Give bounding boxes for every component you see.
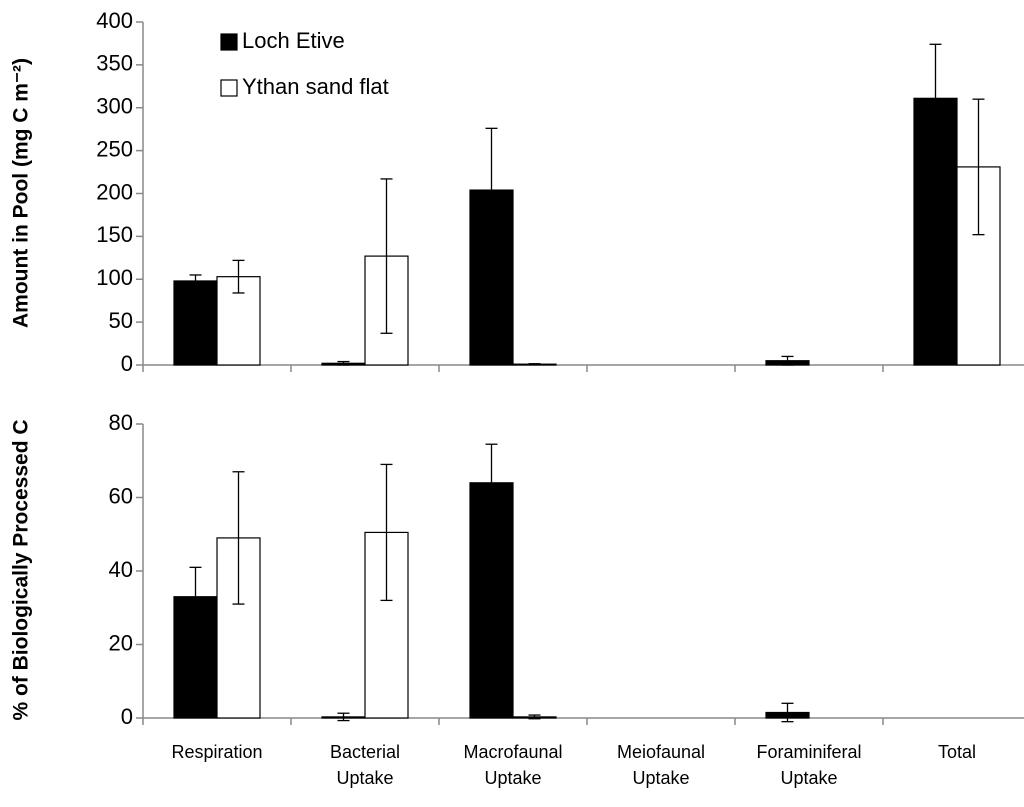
y-tick-label: 250 xyxy=(96,136,133,161)
error-bar xyxy=(337,712,350,722)
y-tick-label: 50 xyxy=(109,308,133,333)
y-tick-label: 20 xyxy=(109,630,133,655)
y-tick-label: 40 xyxy=(109,557,133,582)
error-bar xyxy=(929,43,942,153)
x-tick-label: Foraminiferal Uptake xyxy=(756,742,861,788)
y-tick-label: 0 xyxy=(121,351,133,376)
error-bar xyxy=(232,259,245,294)
y-tick-label: 0 xyxy=(121,704,133,729)
error-bar xyxy=(972,98,985,236)
error-bar xyxy=(485,443,498,523)
y-tick-label: 200 xyxy=(96,179,133,204)
y-axis-title: % of Biologically Processed C xyxy=(10,419,33,720)
legend-swatch xyxy=(220,79,238,97)
bar xyxy=(469,189,514,366)
error-bar xyxy=(189,274,202,288)
x-tick-label: Bacterial Uptake xyxy=(330,742,400,788)
legend-label: Ythan sand flat xyxy=(242,74,389,99)
y-tick-label: 80 xyxy=(109,410,133,435)
y-tick-label: 150 xyxy=(96,222,133,247)
y-tick-label: 60 xyxy=(109,483,133,508)
y-axis-title: Amount in Pool (mg C m⁻²) xyxy=(10,58,33,328)
error-bar xyxy=(189,566,202,627)
error-bar xyxy=(781,702,794,723)
bar xyxy=(173,280,218,366)
y-tick-label: 300 xyxy=(96,94,133,119)
error-bar xyxy=(528,363,541,366)
error-bar xyxy=(337,360,350,366)
error-bar xyxy=(528,714,541,720)
y-tick-label: 400 xyxy=(96,8,133,33)
y-tick-label: 100 xyxy=(96,265,133,290)
x-tick-label: Respiration xyxy=(171,742,262,762)
error-bar xyxy=(380,463,393,602)
error-bar xyxy=(485,127,498,253)
legend-label: Loch Etive xyxy=(242,28,345,53)
y-tick-label: 350 xyxy=(96,51,133,76)
error-bar xyxy=(781,355,794,366)
x-tick-label: Meiofaunal Uptake xyxy=(617,742,705,788)
x-tick-label: Total xyxy=(938,742,976,762)
legend-swatch xyxy=(220,33,238,51)
x-tick-label: Macrofaunal Uptake xyxy=(463,742,562,788)
error-bar xyxy=(232,471,245,605)
error-bar xyxy=(380,178,393,334)
